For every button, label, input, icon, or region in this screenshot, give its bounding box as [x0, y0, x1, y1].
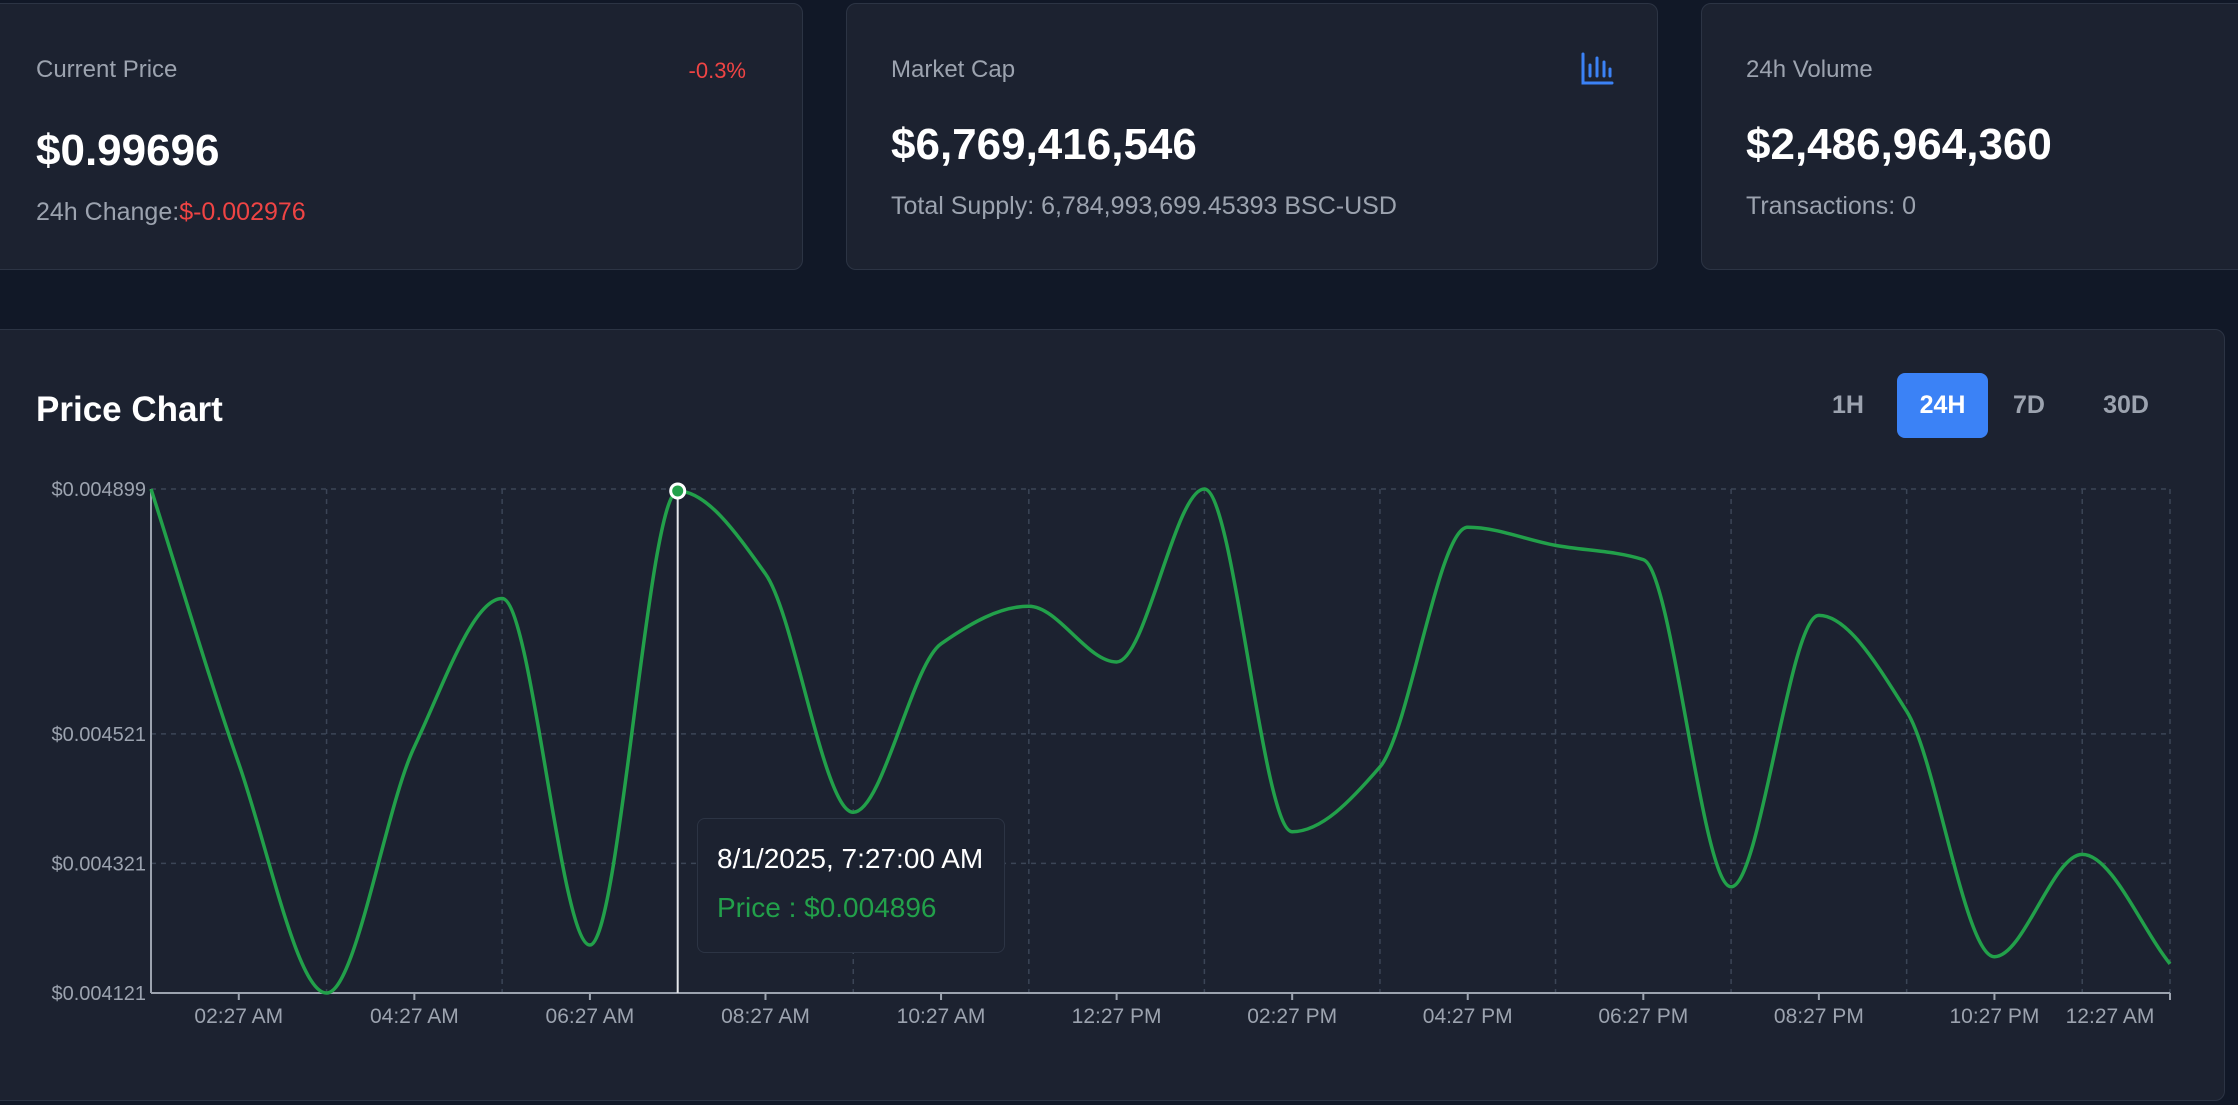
price-data-point — [1026, 603, 1032, 609]
bar-chart-icon — [1581, 52, 1614, 85]
y-tick-label: $0.004121 — [51, 983, 146, 1005]
price-series-line — [149, 487, 2172, 995]
x-tick-label: 12:27 PM — [1072, 1005, 1162, 1028]
price-data-point — [1289, 829, 1295, 835]
price-change-value: $-0.002976 — [179, 198, 306, 226]
market-cap-value: $6,769,416,546 — [891, 120, 1197, 169]
x-tick-label: 12:27 AM — [2066, 1005, 2155, 1028]
x-tick-label: 02:27 PM — [1247, 1005, 1337, 1028]
price-data-point — [762, 571, 768, 577]
price-chart-panel: Price Chart 1H 24H 7D 30D — [0, 329, 2225, 1101]
current-price-value: $0.99696 — [36, 126, 220, 175]
tooltip-price: Price : $0.004896 — [717, 892, 937, 923]
range-button-1h[interactable]: 1H — [1832, 391, 1864, 419]
market-cap-card: Market Cap $6,769,416,546 Total Supply: … — [846, 3, 1658, 270]
x-tick-label: 10:27 PM — [1949, 1005, 2039, 1028]
x-tick-label: 02:27 AM — [194, 1005, 283, 1028]
price-data-point — [850, 809, 856, 815]
price-data-point — [2079, 851, 2085, 857]
market-cap-label: Market Cap — [891, 56, 1016, 83]
x-tick-label: 08:27 PM — [1774, 1005, 1864, 1028]
y-tick-label: $0.004521 — [51, 724, 146, 746]
x-tick-label: 04:27 PM — [1423, 1005, 1513, 1028]
range-button-7d[interactable]: 7D — [2013, 391, 2045, 419]
chart-title: Price Chart — [36, 390, 223, 429]
volume-card: 24h Volume $2,486,964,360 Transactions: … — [1701, 3, 2238, 270]
price-change-badge: -0.3% — [688, 58, 746, 83]
price-change-line: 24h Change:$-0.002976 — [36, 198, 306, 227]
price-data-point — [236, 761, 242, 767]
chart-tooltip: 8/1/2025, 7:27:00 AM Price : $0.004896 — [697, 818, 1005, 953]
volume-label: 24h Volume — [1746, 56, 1873, 83]
price-data-point — [499, 595, 505, 601]
price-data-point — [1728, 884, 1734, 890]
x-tick-label: 08:27 AM — [721, 1005, 810, 1028]
price-data-point — [411, 744, 417, 750]
x-tick-label: 04:27 AM — [370, 1005, 459, 1028]
x-tick-label: 06:27 AM — [546, 1005, 635, 1028]
price-data-point — [1553, 542, 1559, 548]
total-supply-text: Total Supply: 6,784,993,699.45393 BSC-US… — [891, 192, 1397, 220]
y-tick-label: $0.004321 — [51, 853, 146, 875]
price-data-point — [938, 641, 944, 647]
price-data-point — [2167, 961, 2173, 967]
price-data-point — [1816, 612, 1822, 618]
current-price-label: Current Price — [36, 56, 178, 83]
price-data-point — [1991, 954, 1997, 960]
price-change-label: 24h Change: — [36, 198, 180, 226]
range-button-24h[interactable]: 24H — [1897, 373, 1988, 438]
volume-value: $2,486,964,360 — [1746, 120, 2052, 169]
price-data-point — [324, 990, 330, 996]
price-data-point — [587, 942, 593, 948]
current-price-card: Current Price -0.3% $0.99696 24h Change:… — [0, 3, 803, 270]
price-data-point — [1904, 708, 1910, 714]
x-tick-label: 06:27 PM — [1598, 1005, 1688, 1028]
price-data-point — [1465, 524, 1471, 530]
transactions-text: Transactions: 0 — [1746, 192, 1916, 220]
price-data-point — [1201, 486, 1207, 492]
x-tick-label: 10:27 AM — [897, 1005, 986, 1028]
price-data-point — [1377, 764, 1383, 770]
price-data-point — [148, 486, 154, 492]
hover-active-dot — [669, 482, 687, 500]
tooltip-date: 8/1/2025, 7:27:00 AM — [717, 843, 984, 874]
y-tick-label: $0.004899 — [51, 479, 146, 501]
price-data-point — [1640, 557, 1646, 563]
price-data-point — [1114, 659, 1120, 665]
range-button-30d[interactable]: 30D — [2103, 391, 2149, 419]
